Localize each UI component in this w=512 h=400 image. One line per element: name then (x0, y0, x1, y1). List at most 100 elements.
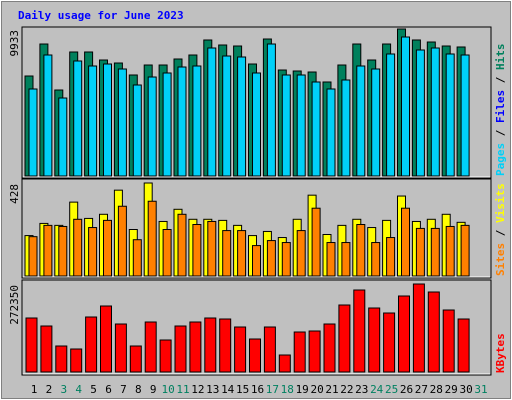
bar (252, 245, 261, 277)
bar (85, 316, 98, 373)
x-tick-label: 7 (120, 383, 127, 396)
bar (401, 36, 410, 177)
bar (28, 88, 38, 177)
bar (58, 225, 68, 277)
x-tick-label: 31 (474, 383, 487, 396)
x-tick-label: 22 (340, 383, 353, 396)
bar (219, 318, 232, 373)
bar (252, 72, 261, 177)
bar (427, 291, 440, 373)
bar (70, 348, 83, 373)
bar (401, 207, 410, 277)
bar (341, 79, 351, 177)
bar (293, 331, 306, 373)
bar (281, 242, 291, 277)
bar (234, 326, 247, 373)
bar (117, 205, 127, 277)
bar (249, 338, 261, 373)
bar (398, 295, 410, 373)
x-tick-label: 6 (105, 383, 112, 396)
x-tick-label: 12 (191, 383, 204, 396)
bar (73, 60, 83, 177)
bar (117, 68, 127, 177)
bar (308, 330, 321, 373)
bar (415, 49, 425, 177)
bar (207, 47, 217, 177)
x-tick-label: 29 (445, 383, 458, 396)
bar (412, 283, 425, 373)
bar (147, 200, 157, 277)
bar (338, 304, 351, 373)
legend-entry: Visits (494, 183, 507, 223)
y-tick-label: 9933 (8, 30, 21, 57)
x-tick-label: 14 (221, 383, 235, 396)
legend-entry: Hits (494, 44, 507, 71)
x-tick-label: 2 (46, 383, 53, 396)
legend-entry: Files (494, 90, 507, 123)
x-tick-label: 18 (281, 383, 294, 396)
legend-entry: KBytes (494, 333, 507, 373)
x-tick-label: 24 (370, 383, 384, 396)
bar (43, 54, 53, 177)
bar (326, 242, 336, 277)
bar (311, 207, 321, 277)
bar (114, 323, 127, 373)
bar (311, 81, 321, 177)
x-tick-label: 10 (161, 383, 174, 396)
x-tick-label: 13 (206, 383, 219, 396)
legend-entry: Pages (494, 143, 507, 176)
bar (460, 54, 470, 177)
bar (189, 321, 202, 373)
bar (445, 225, 455, 277)
bar (147, 76, 157, 177)
bar (278, 354, 291, 373)
bar (457, 318, 470, 373)
x-tick-label: 23 (355, 383, 368, 396)
bar (323, 323, 336, 373)
bar (88, 65, 98, 177)
bar (341, 242, 351, 277)
bar (368, 307, 381, 373)
bar (40, 325, 53, 373)
y-tick-label: 428 (8, 184, 21, 204)
bar (222, 55, 232, 177)
x-tick-label: 1 (31, 383, 38, 396)
bar (174, 325, 187, 373)
bar (266, 43, 276, 177)
bar (25, 317, 38, 373)
legend: KBytes (494, 333, 507, 373)
bar (177, 213, 187, 277)
bar (371, 242, 381, 277)
bar (430, 227, 440, 277)
bar (132, 239, 142, 277)
bar (103, 63, 112, 177)
bar (103, 219, 112, 277)
bar (296, 230, 306, 277)
bar (296, 74, 306, 177)
bar (386, 53, 396, 177)
legend-entry: / (494, 223, 507, 243)
bar (192, 224, 202, 277)
bar (430, 47, 440, 177)
bar (162, 229, 172, 277)
legend-entry: / (494, 123, 507, 143)
bar (237, 56, 247, 177)
legend-entry: / (494, 70, 507, 90)
bar (266, 240, 276, 277)
x-tick-label: 17 (266, 383, 279, 396)
x-tick-label: 27 (415, 383, 428, 396)
x-tick-label: 21 (325, 383, 338, 396)
x-tick-label: 15 (236, 383, 249, 396)
bar (383, 312, 396, 373)
x-tick-label: 28 (430, 383, 443, 396)
bar (415, 227, 425, 277)
bar (159, 339, 172, 373)
bar (237, 230, 247, 277)
bar (207, 220, 217, 277)
bar (100, 305, 112, 373)
bar (386, 237, 396, 277)
bar (445, 53, 455, 177)
bar (326, 88, 336, 177)
